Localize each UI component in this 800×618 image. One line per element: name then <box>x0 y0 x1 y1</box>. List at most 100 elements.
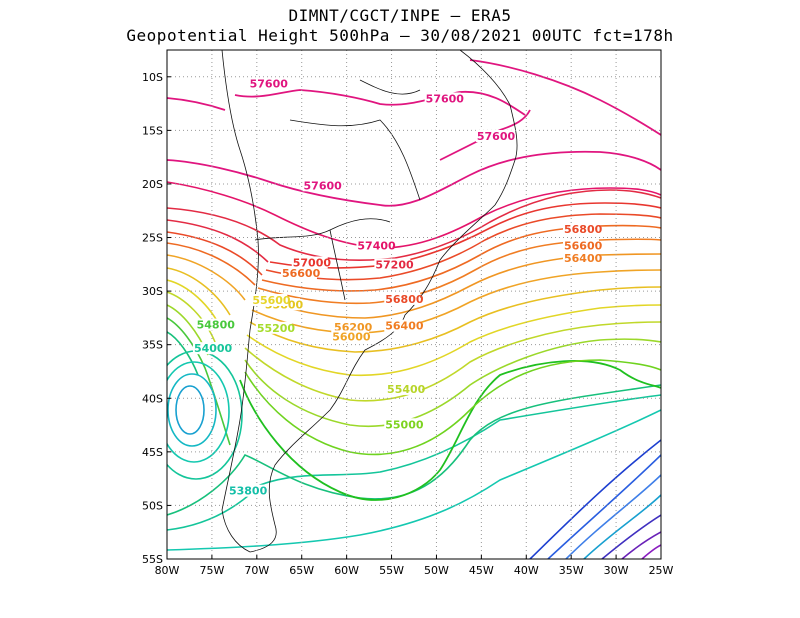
contour-label-bg <box>356 239 393 252</box>
x-tick-label: 50W <box>424 564 449 577</box>
contour-line <box>167 331 199 376</box>
contour-label-bg <box>562 252 599 265</box>
contour-line <box>167 242 256 286</box>
map-title-line1: DIMNT/CGCT/INPE – ERA5 <box>288 6 512 25</box>
contour-line <box>265 213 661 281</box>
coastline-west <box>221 50 259 553</box>
contour-label-bg <box>384 418 421 431</box>
coastlines-borders <box>221 50 518 553</box>
contour-label: 57600 <box>477 130 516 143</box>
contour-line <box>547 454 661 559</box>
contour-line <box>167 394 661 531</box>
contour-line <box>167 361 230 463</box>
contour-line <box>167 373 217 447</box>
contour-label: 56000 <box>332 330 371 343</box>
contour-label-bg <box>562 239 599 252</box>
contour-label: 55200 <box>257 322 296 335</box>
contour-label-bg <box>255 321 292 334</box>
contour-label-bg <box>424 92 461 105</box>
contour-label: 54000 <box>194 342 233 355</box>
contour-label: 54800 <box>197 319 236 332</box>
contour-line <box>167 150 661 207</box>
y-tick-label: 10S <box>142 71 163 84</box>
contour-line <box>244 359 661 456</box>
x-tick-label: 40W <box>514 564 539 577</box>
contour-label: 56600 <box>564 239 603 252</box>
contour-line <box>583 494 661 559</box>
contour-label: 56800 <box>564 223 603 236</box>
x-tick-label: 70W <box>244 564 269 577</box>
contour-line <box>621 531 661 559</box>
contour-line <box>167 409 661 551</box>
y-tick-label: 15S <box>142 124 163 137</box>
contour-label: 57600 <box>304 179 343 192</box>
contour-line <box>175 385 205 435</box>
contour-line <box>254 253 661 319</box>
contour-line <box>244 321 661 402</box>
contour-line <box>565 474 661 559</box>
contour-label-bg <box>333 320 370 333</box>
border <box>254 79 421 301</box>
contour-line <box>167 291 216 343</box>
contour-line <box>529 439 661 559</box>
contour-line <box>251 269 661 334</box>
contour-label-bg <box>251 293 288 306</box>
contour-label: 56400 <box>564 252 603 265</box>
contour-label-bg <box>386 382 423 395</box>
contour-label: 57400 <box>357 239 396 252</box>
coastline-east <box>249 50 518 553</box>
contour-line <box>167 219 269 263</box>
x-tick-label: 25W <box>649 564 674 577</box>
contour-line <box>601 514 661 559</box>
contour-line <box>167 267 231 316</box>
y-tick-label: 55S <box>142 553 163 566</box>
contour-line <box>257 238 661 305</box>
contour-field <box>167 59 661 559</box>
contour-label: 56400 <box>385 320 424 333</box>
contour-line <box>167 254 246 301</box>
contour-line <box>244 338 661 428</box>
contour-label-bg <box>280 267 317 280</box>
contour-line <box>246 304 661 377</box>
contour-line <box>261 224 661 292</box>
contour-line <box>167 317 231 446</box>
x-tick-label: 60W <box>334 564 359 577</box>
x-tick-label: 45W <box>469 564 494 577</box>
y-tick-label: 40S <box>142 392 163 405</box>
contour-label: 56600 <box>282 267 321 280</box>
x-tick-label: 65W <box>289 564 314 577</box>
contour-label: 57000 <box>293 256 332 269</box>
contour-line <box>167 89 526 116</box>
y-tick-label: 20S <box>142 178 163 191</box>
x-tick-label: 30W <box>604 564 629 577</box>
contour-label-bg <box>374 258 411 271</box>
contour-label-bg <box>331 330 368 343</box>
contour-label-bg <box>195 318 232 331</box>
contour-label: 55400 <box>387 383 426 396</box>
x-tick-label: 35W <box>559 564 584 577</box>
contour-label-bg <box>192 342 229 355</box>
y-tick-label: 45S <box>142 446 163 459</box>
map-title-line2: Geopotential Height 500hPa – 30/08/2021 … <box>126 26 674 45</box>
contour-line <box>167 189 661 261</box>
contour-label: 56800 <box>385 293 424 306</box>
contour-labels: 57600 57600 57600 57600 57400 57200 57000 56800… <box>192 77 603 498</box>
contour-label-bg <box>384 292 421 305</box>
x-tick-label: 80W <box>155 564 180 577</box>
x-tick-label: 75W <box>199 564 224 577</box>
y-axis-ticks: 10S 15S 20S 25S 30S 35S 40S 45S 50S 55S <box>142 71 171 566</box>
contour-label: 57600 <box>250 78 289 91</box>
contour-label-bg <box>302 179 339 192</box>
contour-label: 57600 <box>426 93 465 106</box>
y-tick-label: 50S <box>142 499 163 512</box>
contour-label-bg <box>291 256 328 269</box>
contour-line <box>249 286 661 353</box>
x-axis-ticks: 80W 75W 70W 65W 60W 55W 50W 45W 40W 35W 30W 25W <box>155 555 674 577</box>
contour-label-bg <box>248 77 285 90</box>
contour-line <box>239 360 661 501</box>
contour-line <box>167 384 661 516</box>
contour-label: 57200 <box>375 259 414 272</box>
y-tick-label: 35S <box>142 339 163 352</box>
contour-label: 53800 <box>229 485 268 498</box>
